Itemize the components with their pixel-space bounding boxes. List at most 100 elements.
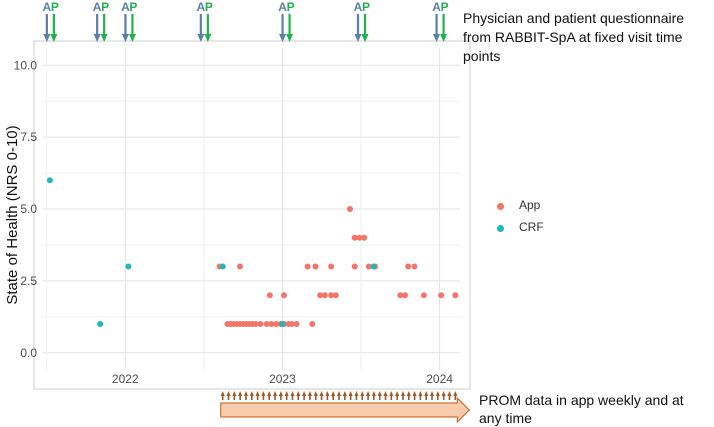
prom-entry-arrow-head [296,391,301,396]
data-point-app [332,292,339,299]
prom-entry-arrow-head [447,391,452,396]
prom-entry-arrow-head [278,391,283,396]
data-point-app [252,321,259,327]
physician-arrow-head [93,34,101,42]
data-point-app [402,292,408,299]
patient-arrow-head [50,34,58,42]
prom-entry-arrow-head [389,391,394,396]
visit-label-physician: A [354,0,363,14]
data-point-crf [370,263,377,270]
prom-entry-arrow-head [331,391,336,396]
prom-entry-arrow-head [406,391,411,396]
visit-label-patient: P [205,0,213,14]
prom-entry-arrow-head [284,391,289,396]
prom-entry-arrow-head [302,391,307,396]
legend-swatch-app [497,203,504,210]
physician-arrow-head [279,34,287,42]
prom-entry-arrow-head [342,391,347,396]
physician-arrow-head [43,34,51,42]
data-point-app [397,292,404,299]
prom-annotation-text: PROM data in app weekly and at any time [479,392,684,426]
data-point-app [317,292,324,299]
prom-entry-arrow-head [354,391,359,396]
y-tick-label: 2.5 [20,274,37,288]
data-point-app [309,321,316,327]
prom-entry-arrow-head [249,391,254,396]
data-point-app [356,234,363,241]
x-tick-label: 2024 [426,372,453,386]
data-point-app [405,263,412,270]
prom-entry-arrow-head [371,391,376,396]
prom-entry-arrow-head [243,391,248,396]
data-point-app [365,263,372,270]
plot-frame [33,40,471,390]
prom-entry-arrow-head [319,391,324,396]
data-point-app [273,321,280,327]
data-point-app [304,263,311,270]
visit-label-physician: A [93,0,102,14]
y-tick-label: 5.0 [20,202,37,216]
data-point-app [263,321,270,327]
legend-label-app: App [519,198,541,212]
prom-entry-arrow-head [232,391,237,396]
visit-label-physician: A [197,0,206,14]
prom-entry-arrow-head [383,391,388,396]
data-point-app [361,234,368,241]
data-point-app [268,321,275,327]
patient-arrow-head [100,34,108,42]
prom-entry-arrow-head [453,391,458,396]
visit-label-patient: P [362,0,370,14]
data-point-crf [46,177,53,184]
prom-entry-arrow-head [400,391,405,396]
axis-layer: 0.0 2.5 5.0 7.5 10.0 2022 2023 2024 [14,58,454,386]
prom-entry-arrow-head [267,391,272,396]
data-point-app [281,292,287,299]
y-tick-label: 0.0 [20,346,37,360]
prom-entry-arrow-head [337,391,341,396]
data-point-app [288,321,295,327]
visit-label-physician: A [43,0,52,14]
prom-entry-arrow-head [261,391,266,396]
patient-arrow-head [286,34,294,42]
data-point-app [351,234,358,241]
visit-label-patient: P [51,0,59,14]
prom-entry-arrow-head [348,391,353,396]
prom-entry-arrow-head [412,391,417,396]
data-point-app [293,321,300,327]
data-point-crf [279,321,286,327]
data-point-app [321,292,328,299]
physician-arrow-head [121,34,129,42]
prom-entry-arrow-head [395,391,400,396]
physician-arrow-head [197,34,205,42]
prom-entry-arrow-head [424,391,429,396]
prom-entry-arrow-head [377,391,382,396]
visit-label-physician: A [278,0,287,14]
x-tick-label: 2022 [112,372,139,386]
patient-arrow-head [204,34,212,42]
prom-entry-arrow-head [360,391,365,396]
y-tick-label: 10.0 [14,58,38,72]
data-point-app [452,292,459,299]
patient-arrow-head [128,34,136,42]
prom-entry-arrow-head [313,391,318,396]
data-point-crf [97,321,104,327]
physician-arrow-head [354,34,362,42]
data-point-app [420,292,427,299]
prom-entry-arrow-head [238,391,243,396]
x-tick-label: 2023 [269,372,296,386]
prom-entry-arrow-head [430,391,435,396]
prom-entry-arrow-head [226,391,231,396]
prom-entry-arrow-head [273,391,278,396]
prom-entry-arrow-head [307,391,312,396]
prom-entry-arrow-head [441,391,446,396]
visit-annotation-text: Physician and patient questionnaire from… [463,10,685,64]
physician-arrow-head [433,34,441,42]
visit-label-physician: A [121,0,130,14]
data-point-app [328,292,335,299]
y-tick-label: 7.5 [20,130,37,144]
data-point-crf [125,263,132,270]
visit-label-patient: P [287,0,295,14]
data-point-crf [219,263,226,270]
data-point-app [347,206,353,212]
